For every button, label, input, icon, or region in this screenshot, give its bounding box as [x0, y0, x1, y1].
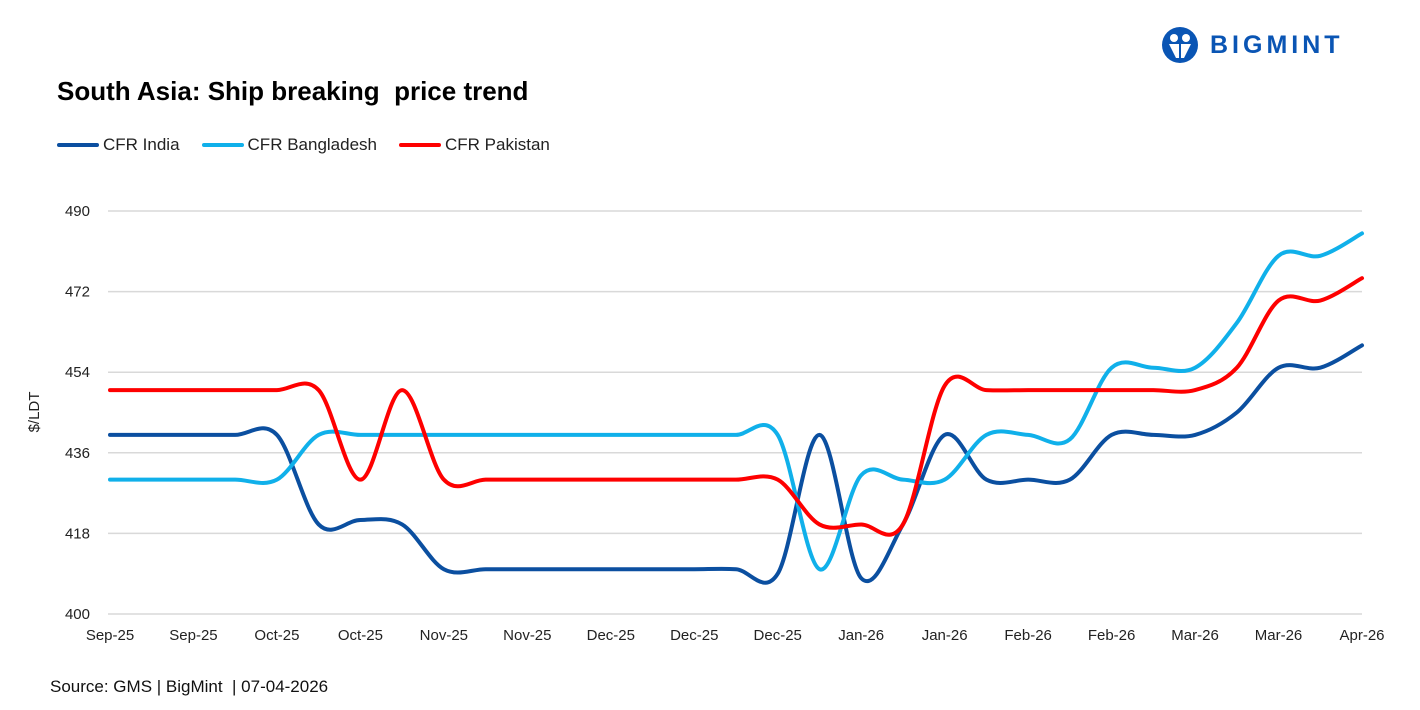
legend-label: CFR India	[103, 135, 180, 154]
x-tick-label: Mar-26	[1255, 627, 1303, 644]
y-tick-label: 400	[65, 606, 90, 623]
legend-label: CFR Pakistan	[445, 135, 550, 154]
series-line-cfr-pakistan	[108, 276, 1364, 537]
x-tick-label: Dec-25	[670, 627, 718, 644]
x-tick-label: Mar-26	[1171, 627, 1219, 644]
series-line-cfr-bangladesh	[108, 231, 1364, 572]
legend-item: CFR Pakistan	[399, 135, 550, 155]
bigmint-people-icon	[1162, 27, 1198, 63]
legend-item: CFR India	[57, 135, 180, 155]
legend-label: CFR Bangladesh	[247, 135, 377, 154]
x-tick-label: Apr-26	[1339, 627, 1384, 644]
x-tick-label: Oct-25	[254, 627, 299, 644]
y-axis-label: $/LDT	[26, 392, 43, 433]
bigmint-logo: BIGMINT	[1160, 25, 1344, 65]
y-tick-label: 490	[65, 203, 90, 220]
logo-text: BIGMINT	[1210, 30, 1344, 59]
legend-swatch	[201, 143, 244, 147]
x-tick-label: Nov-25	[420, 627, 468, 644]
x-tick-label: Sep-25	[86, 627, 134, 644]
legend-swatch	[57, 143, 99, 147]
legend: CFR India CFR Bangladesh CFR Pakistan	[57, 135, 550, 155]
chart-title: South Asia: Ship breaking price trend	[57, 76, 529, 106]
y-tick-label: 418	[65, 525, 90, 542]
x-tick-label: Nov-25	[503, 627, 551, 644]
x-tick-label: Dec-25	[754, 627, 802, 644]
x-tick-label: Jan-26	[922, 627, 968, 644]
legend-swatch	[399, 143, 441, 147]
source-note: Source: GMS | BigMint | 07-04-2026	[50, 677, 329, 696]
x-tick-label: Sep-25	[169, 627, 217, 644]
x-tick-label: Feb-26	[1004, 627, 1052, 644]
y-tick-label: 472	[65, 284, 90, 301]
y-tick-label: 454	[65, 364, 90, 381]
x-tick-label: Jan-26	[838, 627, 884, 644]
x-tick-label: Feb-26	[1088, 627, 1136, 644]
series-line-cfr-india	[108, 343, 1364, 585]
y-tick-label: 436	[65, 445, 90, 462]
x-tick-label: Oct-25	[338, 627, 383, 644]
legend-item: CFR Bangladesh	[201, 135, 377, 155]
x-tick-label: Dec-25	[587, 627, 635, 644]
